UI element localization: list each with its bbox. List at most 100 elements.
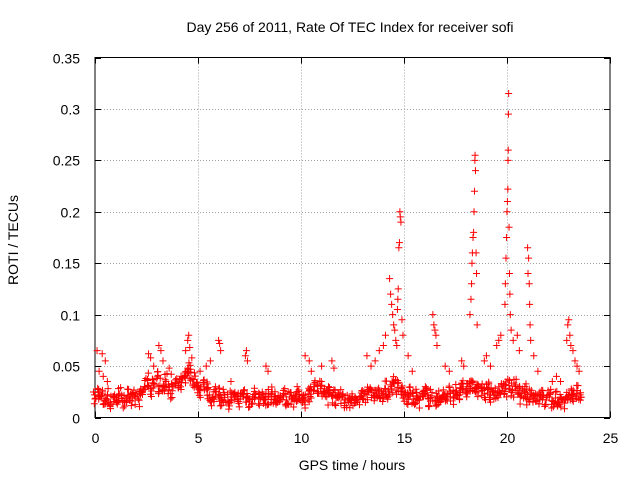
data-point bbox=[526, 321, 534, 329]
data-point bbox=[384, 386, 392, 394]
data-point bbox=[318, 381, 326, 389]
data-point bbox=[121, 402, 129, 410]
data-point bbox=[569, 397, 577, 405]
data-point bbox=[220, 389, 228, 397]
data-point bbox=[573, 362, 581, 370]
data-point bbox=[278, 395, 286, 403]
data-point bbox=[503, 234, 511, 241]
data-point bbox=[243, 357, 251, 365]
data-point bbox=[184, 336, 192, 344]
data-point bbox=[161, 382, 169, 390]
data-point bbox=[495, 336, 503, 344]
data-point bbox=[422, 384, 430, 392]
y-tick-label: 0.1 bbox=[61, 308, 81, 324]
data-point bbox=[432, 331, 440, 339]
data-point bbox=[470, 208, 478, 216]
data-point bbox=[504, 375, 512, 383]
data-point bbox=[305, 398, 313, 406]
data-point bbox=[307, 394, 315, 402]
data-point bbox=[293, 383, 301, 391]
data-point bbox=[375, 384, 383, 392]
data-point bbox=[425, 402, 433, 410]
data-point bbox=[523, 401, 531, 409]
data-point bbox=[202, 362, 210, 370]
data-point bbox=[561, 405, 569, 413]
data-point bbox=[193, 378, 201, 386]
data-point bbox=[456, 396, 464, 404]
data-point bbox=[551, 388, 559, 396]
y-tick-label: 0.15 bbox=[53, 256, 80, 272]
data-point bbox=[433, 393, 441, 401]
data-point bbox=[134, 395, 142, 403]
data-point bbox=[399, 331, 407, 339]
data-point bbox=[387, 290, 395, 298]
data-point bbox=[261, 396, 269, 404]
data-point bbox=[287, 389, 295, 397]
data-point bbox=[255, 401, 263, 409]
data-point bbox=[378, 390, 386, 398]
data-point bbox=[348, 390, 356, 398]
data-point bbox=[502, 254, 510, 262]
data-point bbox=[285, 401, 293, 409]
data-point bbox=[167, 370, 175, 378]
data-point bbox=[503, 208, 511, 216]
data-point bbox=[517, 389, 525, 397]
data-point bbox=[150, 381, 158, 389]
data-point bbox=[131, 401, 139, 409]
x-tick-label: 15 bbox=[397, 430, 413, 446]
data-point bbox=[161, 376, 169, 384]
data-point bbox=[412, 385, 420, 393]
data-point bbox=[185, 331, 193, 339]
data-point bbox=[500, 389, 508, 397]
data-point bbox=[374, 386, 382, 394]
data-point bbox=[462, 390, 470, 398]
x-tick-label: 20 bbox=[500, 430, 516, 446]
data-point bbox=[106, 400, 114, 408]
data-point bbox=[381, 331, 389, 339]
data-point bbox=[291, 392, 299, 400]
data-point bbox=[413, 388, 421, 396]
data-point bbox=[390, 373, 398, 381]
data-point bbox=[408, 367, 416, 375]
data-point bbox=[574, 382, 582, 390]
data-point bbox=[177, 383, 185, 391]
data-point bbox=[503, 198, 511, 205]
y-axis-label: ROTI / TECUs bbox=[5, 195, 21, 285]
data-point bbox=[288, 393, 296, 401]
data-point bbox=[534, 367, 542, 375]
data-point bbox=[394, 378, 402, 386]
data-point bbox=[504, 156, 512, 164]
data-point bbox=[325, 383, 333, 391]
data-point bbox=[442, 396, 450, 404]
data-point bbox=[467, 377, 475, 385]
data-point bbox=[526, 300, 534, 308]
data-point bbox=[332, 401, 340, 409]
data-point bbox=[415, 404, 423, 412]
data-point bbox=[349, 402, 357, 410]
data-point bbox=[397, 218, 405, 226]
data-point bbox=[306, 390, 314, 398]
data-point bbox=[159, 357, 167, 365]
data-point bbox=[241, 352, 249, 360]
data-point bbox=[501, 300, 509, 308]
data-point bbox=[463, 393, 471, 401]
data-point bbox=[393, 342, 401, 349]
data-point bbox=[522, 389, 530, 397]
data-point bbox=[485, 393, 493, 401]
data-point bbox=[394, 295, 402, 303]
data-point bbox=[398, 316, 406, 324]
data-point bbox=[469, 234, 477, 241]
data-point bbox=[525, 385, 533, 393]
data-point bbox=[472, 249, 480, 257]
data-point bbox=[331, 386, 339, 394]
data-point bbox=[217, 347, 225, 355]
data-point bbox=[187, 368, 195, 376]
data-point bbox=[356, 401, 364, 409]
data-point bbox=[149, 384, 157, 392]
data-point bbox=[182, 379, 190, 387]
data-point bbox=[363, 352, 371, 360]
data-point bbox=[294, 397, 302, 405]
x-tick-label: 0 bbox=[92, 430, 100, 446]
data-point bbox=[411, 401, 419, 409]
